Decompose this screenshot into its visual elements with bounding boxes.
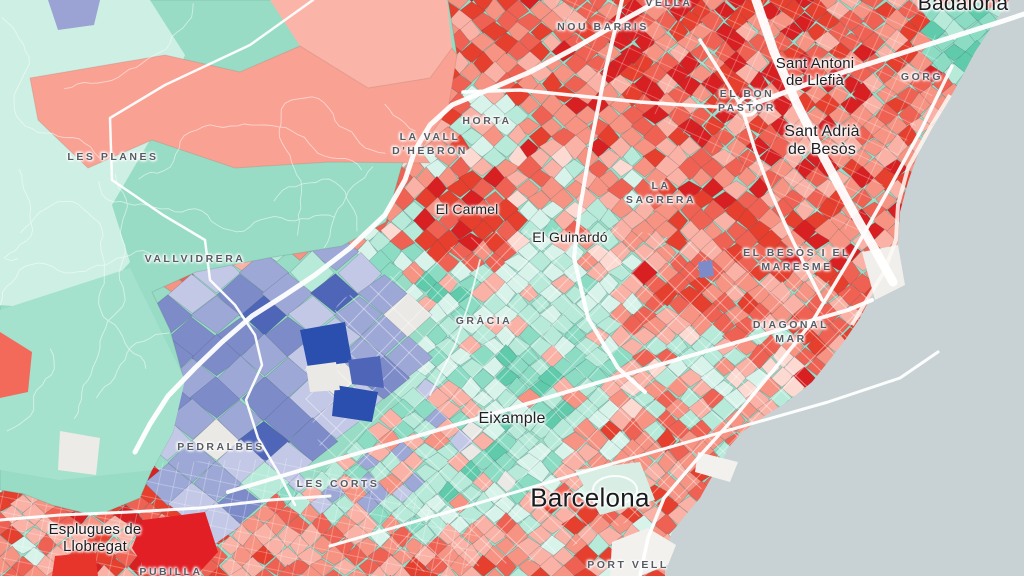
hill-contours-layer (0, 3, 416, 432)
hills-layer (0, 0, 458, 517)
tract-accents-layer (52, 260, 714, 576)
